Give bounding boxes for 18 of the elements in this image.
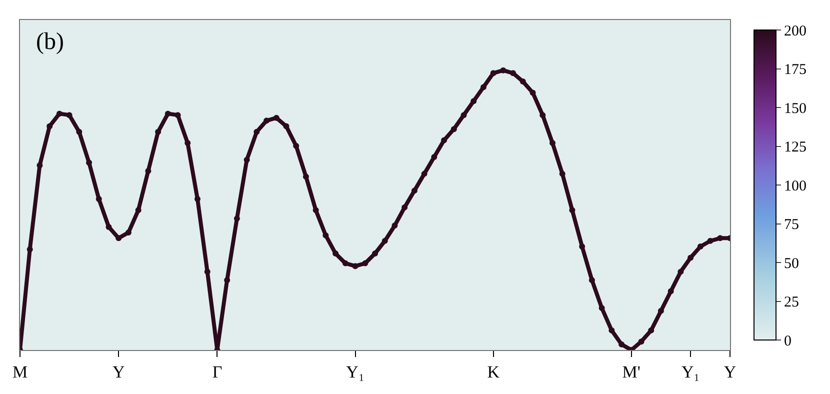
color-bar-label: 175 <box>784 62 806 78</box>
color-bar-label: 200 <box>784 23 806 40</box>
x-tick-label: Y₁ <box>346 362 364 382</box>
x-tick-label: Γ <box>212 362 222 382</box>
x-tick-label: Y <box>724 362 736 382</box>
color-bar-label: 50 <box>784 256 799 272</box>
x-tick-label: Y <box>112 362 125 382</box>
color-bar-label: 125 <box>784 140 806 156</box>
color-bar-label: 0 <box>784 333 792 350</box>
color-bar-label: 25 <box>784 294 799 310</box>
text: (b) <box>36 29 64 55</box>
x-tick-label: K <box>487 362 500 382</box>
x-tick-label: M' <box>622 362 640 382</box>
color-bar-label: 100 <box>784 178 806 194</box>
color-bar-label: 75 <box>784 217 799 233</box>
x-tick-label: Y₁ <box>681 362 700 382</box>
x-tick-label: M <box>12 362 28 382</box>
color-bar-label: 150 <box>784 100 806 117</box>
